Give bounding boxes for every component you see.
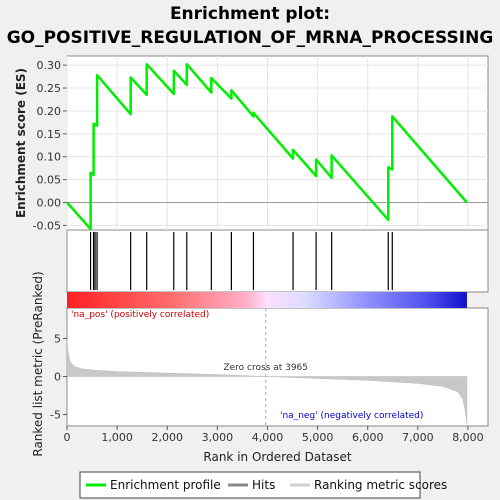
- enrichment-ytick-label: 0.30: [37, 59, 62, 72]
- ranking-plot-area: [66, 307, 489, 427]
- ranking-xtick-label: 8,000: [452, 431, 484, 444]
- chart-title-line1: Enrichment plot:: [169, 4, 331, 24]
- ranking-ytick-label: 0: [54, 371, 61, 384]
- ranking-xtick-label: 6,000: [352, 431, 384, 444]
- legend-label-enrichment: Enrichment profile: [110, 478, 221, 492]
- legend-label-ranking: Ranking metric scores: [314, 478, 447, 492]
- ranking-color-bar: [67, 292, 467, 308]
- enrichment-ylabel: Enrichment score (ES): [14, 68, 28, 218]
- neg-correlated-label: 'na_neg' (negatively correlated): [280, 411, 423, 421]
- hits-plot-area: [66, 229, 489, 293]
- ranking-xlabel: Rank in Ordered Dataset: [203, 450, 351, 464]
- ranking-xtick-label: 2,000: [151, 431, 183, 444]
- zero-cross-label: Zero cross at 3965: [223, 363, 308, 373]
- ranking-xtick-label: 7,000: [402, 431, 434, 444]
- enrichment-ytick-label: -0.05: [33, 219, 61, 232]
- enrichment-ytick-label: 0.15: [37, 128, 62, 141]
- enrichment-ytick-label: 0.10: [37, 151, 62, 164]
- pos-correlated-label: 'na_pos' (positively correlated): [71, 310, 209, 320]
- enrichment-ytick-label: 0.00: [37, 197, 62, 210]
- legend-box: [79, 471, 421, 499]
- ranking-xtick-label: 0: [64, 431, 71, 444]
- ranking-xtick-label: 5,000: [302, 431, 334, 444]
- ranking-ytick-label: 5: [54, 332, 61, 345]
- ranking-ytick-label: -5: [50, 409, 61, 422]
- enrichment-ytick-label: 0.25: [37, 82, 62, 95]
- ranking-xtick-label: 1,000: [101, 431, 133, 444]
- ranking-xtick-label: 4,000: [252, 431, 284, 444]
- ranking-ylabel: Ranked list metric (PreRanked): [31, 271, 45, 456]
- chart-title-line2: GO_POSITIVE_REGULATION_OF_MRNA_PROCESSIN…: [6, 28, 494, 48]
- enrichment-profile-line: [66, 62, 468, 231]
- legend-label-hits: Hits: [252, 478, 275, 492]
- ranking-xtick-label: 3,000: [202, 431, 234, 444]
- enrichment-ytick-label: 0.20: [37, 105, 62, 118]
- enrichment-ytick-label: 0.05: [37, 174, 62, 187]
